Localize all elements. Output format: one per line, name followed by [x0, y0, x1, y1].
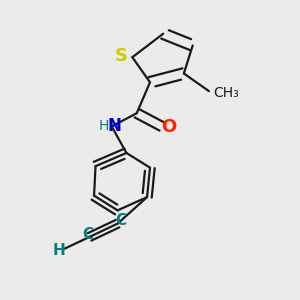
Text: H: H — [53, 243, 66, 258]
Text: C: C — [82, 227, 94, 242]
Text: S: S — [115, 47, 128, 65]
Text: C: C — [116, 213, 127, 228]
Text: CH₃: CH₃ — [213, 85, 239, 100]
Text: H: H — [99, 119, 110, 133]
Text: N: N — [108, 117, 122, 135]
Text: O: O — [160, 118, 176, 136]
